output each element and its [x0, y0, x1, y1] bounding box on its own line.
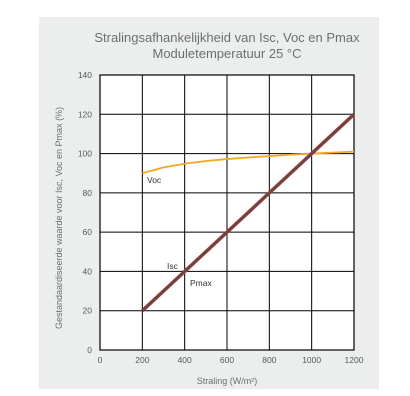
x-axis-label: Straling (W/m²) [197, 376, 258, 386]
y-axis-label: Gestandaardiseerde waarde voor Isc, Voc … [54, 107, 64, 329]
x-tick-label-1000: 1000 [302, 355, 321, 365]
series-label-pmax: Pmax [190, 278, 212, 288]
x-tick-label-400: 400 [178, 355, 192, 365]
y-tick-label-140: 140 [78, 70, 92, 80]
tick-labels: 0 200 400 600 800 1000 1200 0 20 40 60 80 100 120 140 [78, 70, 364, 365]
x-tick-label-800: 800 [262, 355, 276, 365]
plot-border [99, 74, 355, 351]
y-tick-label-120: 120 [78, 109, 92, 119]
series-line-pmax [141, 113, 355, 312]
series-line-voc [142, 150, 355, 175]
chart-title-line2: Moduletemperatuur 25 °C [153, 46, 302, 61]
y-tick-label-80: 80 [83, 188, 93, 198]
grid [99, 74, 355, 351]
x-tick-label-600: 600 [220, 355, 234, 365]
y-tick-label-100: 100 [78, 149, 92, 159]
x-tick-label-200: 200 [135, 355, 149, 365]
x-tick-label-0: 0 [98, 355, 103, 365]
series-label-isc: Isc [167, 261, 179, 271]
series-label-voc: Voc [147, 175, 162, 185]
y-tick-label-0: 0 [87, 345, 92, 355]
y-tick-label-60: 60 [83, 227, 93, 237]
y-tick-label-40: 40 [83, 266, 93, 276]
y-tick-label-20: 20 [83, 306, 93, 316]
x-tick-label-1200: 1200 [345, 355, 364, 365]
series-lines [141, 112, 356, 313]
chart-title-line1: Stralingsafhankelijkheid van Isc, Voc en… [94, 30, 360, 45]
